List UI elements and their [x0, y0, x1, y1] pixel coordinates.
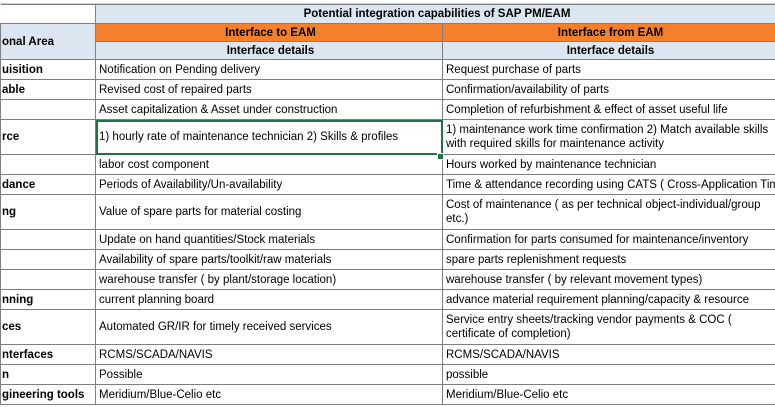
- area-cell[interactable]: [0, 229, 96, 250]
- interface-from-header[interactable]: Interface from EAM: [441, 23, 775, 42]
- interface-from-cell[interactable]: Confirmation for parts consumed for main…: [441, 229, 775, 250]
- area-cell[interactable]: nning: [0, 289, 96, 310]
- interface-to-cell[interactable]: Asset capitalization & Asset under const…: [95, 99, 443, 120]
- interface-from-cell[interactable]: Request purchase of parts: [441, 59, 775, 80]
- table-row: ces Automated GR/IR for timely received …: [0, 309, 775, 345]
- interface-from-cell[interactable]: 1) maintenance work time confirmation 2)…: [441, 119, 775, 155]
- area-header[interactable]: onal Area: [0, 23, 96, 60]
- area-cell[interactable]: ces: [0, 309, 96, 345]
- details-from-header[interactable]: Interface details: [441, 41, 775, 60]
- area-cell[interactable]: [0, 154, 96, 175]
- interface-from-cell[interactable]: Service entry sheets/tracking vendor pay…: [441, 309, 775, 345]
- interface-from-cell[interactable]: Completion of refurbishment & effect of …: [441, 99, 775, 120]
- interface-from-cell[interactable]: Cost of maintenance ( as per technical o…: [441, 194, 775, 230]
- interface-from-cell[interactable]: advance material requirement planning/ca…: [441, 289, 775, 310]
- area-cell[interactable]: nterfaces: [0, 344, 96, 365]
- interface-to-cell[interactable]: Automated GR/IR for timely received serv…: [95, 309, 443, 345]
- table-row: Availability of spare parts/toolkit/raw …: [0, 249, 775, 270]
- table-row: ng Value of spare parts for material cos…: [0, 194, 775, 230]
- table-row: Asset capitalization & Asset under const…: [0, 99, 775, 120]
- interface-to-cell-selected[interactable]: 1) hourly rate of maintenance technician…: [95, 119, 443, 155]
- area-cell[interactable]: [0, 249, 96, 270]
- details-to-header[interactable]: Interface details: [95, 41, 443, 60]
- interface-to-cell[interactable]: Value of spare parts for material costin…: [95, 194, 443, 230]
- integration-table: Potential integration capabilities of SA…: [0, 4, 775, 405]
- interface-from-cell[interactable]: RCMS/SCADA/NAVIS: [441, 344, 775, 365]
- area-cell[interactable]: ng: [0, 194, 96, 230]
- table-title[interactable]: Potential integration capabilities of SA…: [94, 4, 775, 24]
- interface-from-cell[interactable]: warehouse transfer ( by relevant movemen…: [441, 269, 775, 290]
- interface-to-cell[interactable]: Availability of spare parts/toolkit/raw …: [95, 249, 443, 270]
- interface-from-cell[interactable]: spare parts replenishment requests: [441, 249, 775, 270]
- interface-to-cell[interactable]: Possible: [95, 364, 443, 385]
- table-row: gineering tools Meridium/Blue-Celio etc …: [0, 384, 775, 405]
- interface-from-cell[interactable]: Hours worked by maintenance technician: [441, 154, 775, 175]
- table-row: rce 1) hourly rate of maintenance techni…: [0, 119, 775, 155]
- interface-to-cell[interactable]: labor cost component: [95, 154, 443, 175]
- sheet-top-edge: [0, 0, 775, 4]
- table-row: n Possible possible: [0, 364, 775, 385]
- interface-to-cell[interactable]: Periods of Availability/Un-availability: [95, 174, 443, 195]
- selection-fill-handle[interactable]: [437, 153, 444, 160]
- interface-to-header[interactable]: Interface to EAM: [95, 23, 443, 42]
- interface-to-cell[interactable]: Revised cost of repaired parts: [95, 79, 443, 100]
- interface-to-cell[interactable]: Update on hand quantities/Stock material…: [95, 229, 443, 250]
- area-cell[interactable]: uisition: [0, 59, 96, 80]
- area-cell[interactable]: n: [0, 364, 96, 385]
- interface-to-cell[interactable]: RCMS/SCADA/NAVIS: [95, 344, 443, 365]
- table-row: labor cost component Hours worked by mai…: [0, 154, 775, 175]
- table-row: nning current planning board advance mat…: [0, 289, 775, 310]
- table-row: Update on hand quantities/Stock material…: [0, 229, 775, 250]
- interface-from-cell[interactable]: Time & attendance recording using CATS (…: [441, 174, 775, 195]
- table-row: able Revised cost of repaired parts Conf…: [0, 79, 775, 100]
- area-cell[interactable]: rce: [0, 119, 96, 155]
- area-cell[interactable]: [0, 99, 96, 120]
- area-cell[interactable]: able: [0, 79, 96, 100]
- area-cell[interactable]: gineering tools: [0, 384, 96, 405]
- table-row: nterfaces RCMS/SCADA/NAVIS RCMS/SCADA/NA…: [0, 344, 775, 365]
- interface-to-cell[interactable]: warehouse transfer ( by plant/storage lo…: [95, 269, 443, 290]
- interface-from-cell[interactable]: possible: [441, 364, 775, 385]
- interface-from-cell[interactable]: Meridium/Blue-Celio etc: [441, 384, 775, 405]
- table-row: uisition Notification on Pending deliver…: [0, 59, 775, 80]
- interface-to-cell[interactable]: Meridium/Blue-Celio etc: [95, 384, 443, 405]
- interface-to-cell[interactable]: Notification on Pending delivery: [95, 59, 443, 80]
- table-row: warehouse transfer ( by plant/storage lo…: [0, 269, 775, 290]
- table-row: dance Periods of Availability/Un-availab…: [0, 174, 775, 195]
- area-cell[interactable]: dance: [0, 174, 96, 195]
- interface-from-cell[interactable]: Confirmation/availability of parts: [441, 79, 775, 100]
- header-blank-cell[interactable]: [0, 4, 96, 24]
- interface-to-cell[interactable]: current planning board: [95, 289, 443, 310]
- area-cell[interactable]: [0, 269, 96, 290]
